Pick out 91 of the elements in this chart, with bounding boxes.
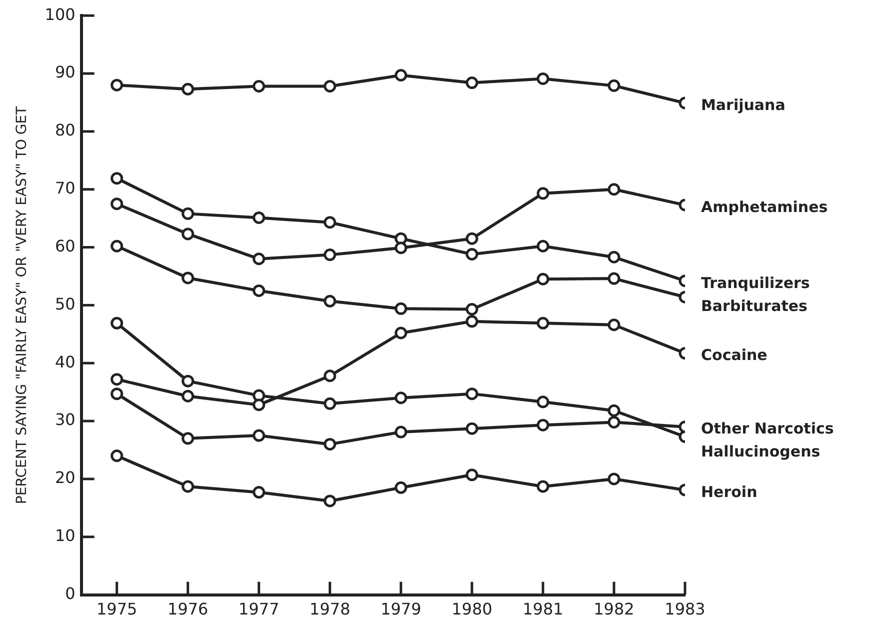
point	[324, 80, 336, 93]
series-label: Tranquilizers	[701, 274, 810, 292]
point	[536, 272, 550, 286]
point	[608, 472, 620, 486]
y-tick-label: 20	[54, 468, 76, 488]
point	[608, 79, 620, 92]
point	[252, 252, 266, 266]
point	[110, 373, 124, 386]
series-label: Cocaine	[701, 346, 768, 364]
point	[110, 388, 124, 400]
point	[324, 248, 336, 262]
x-tick-label: 1975	[96, 600, 138, 619]
point	[466, 468, 478, 482]
point	[394, 69, 408, 82]
point	[466, 388, 478, 400]
point	[608, 272, 620, 285]
point	[252, 211, 266, 224]
point	[466, 232, 478, 245]
y-axis-title: PERCENT SAYING "FAIRLY EASY" OR "VERY EASY" TO GET	[14, 106, 30, 504]
point	[110, 316, 124, 330]
point	[110, 450, 124, 462]
point	[608, 416, 620, 428]
point	[608, 404, 620, 417]
point	[466, 303, 478, 316]
x-tick-label: 1983	[664, 600, 706, 619]
series-label: Heroin	[701, 482, 758, 501]
series-label: Other Narcotics	[701, 420, 834, 438]
y-tick-label: 10	[54, 526, 76, 546]
point	[182, 390, 194, 402]
point	[394, 326, 408, 340]
point	[608, 183, 620, 196]
point	[536, 72, 550, 85]
point	[324, 294, 336, 308]
point	[252, 80, 266, 93]
point	[324, 216, 336, 229]
point	[466, 248, 478, 260]
point	[182, 82, 194, 96]
point	[324, 494, 336, 508]
point	[536, 240, 550, 252]
point	[536, 396, 550, 408]
point	[466, 422, 478, 435]
point	[394, 481, 408, 494]
series-label: Barbiturates	[701, 296, 808, 315]
point	[252, 486, 266, 499]
point	[182, 480, 194, 493]
point	[110, 172, 124, 185]
point	[252, 429, 266, 442]
y-tick-label: 70	[54, 178, 76, 198]
point	[252, 284, 266, 297]
x-tick-label: 1976	[168, 600, 208, 619]
point	[110, 198, 124, 210]
y-tick-label: 80	[54, 120, 76, 140]
point	[536, 480, 550, 493]
point	[182, 228, 194, 240]
x-tick-label: 1978	[310, 600, 350, 619]
y-tick-label: 40	[54, 352, 76, 372]
point	[110, 240, 124, 252]
point	[394, 302, 408, 315]
point	[608, 318, 620, 332]
y-tick-label: 50	[54, 294, 76, 314]
point	[182, 374, 194, 388]
point	[536, 418, 550, 432]
y-tick-label: 0	[65, 584, 76, 603]
point	[466, 315, 478, 328]
point	[536, 316, 550, 330]
point	[608, 250, 620, 264]
x-tick-label: 1982	[594, 600, 634, 619]
point	[324, 438, 336, 450]
x-tick-label: 1977	[238, 600, 280, 619]
point	[182, 272, 194, 284]
point	[182, 207, 194, 220]
y-tick-label: 60	[54, 236, 76, 256]
point	[324, 370, 336, 382]
x-tick-label: 1980	[452, 600, 492, 619]
series-label: Hallucinogens	[701, 442, 820, 461]
series-label: Amphetamines	[701, 198, 828, 216]
point	[536, 187, 550, 200]
point	[182, 432, 194, 445]
point	[394, 426, 408, 438]
point	[110, 78, 124, 92]
point	[252, 398, 266, 412]
x-tick-label: 1981	[522, 600, 564, 619]
point	[466, 76, 478, 90]
point	[394, 242, 408, 254]
point	[324, 397, 336, 410]
y-tick-label: 30	[54, 410, 76, 430]
point	[394, 392, 408, 404]
series-label: Marijuana	[701, 96, 786, 114]
y-tick-label: 90	[54, 62, 76, 82]
y-tick-label: 100	[44, 4, 76, 24]
x-tick-label: 1979	[380, 600, 422, 619]
